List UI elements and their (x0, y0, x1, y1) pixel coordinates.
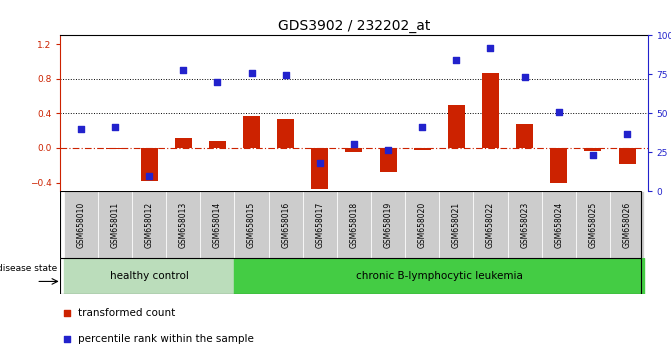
Bar (576, 191, 610, 258)
Bar (610, 191, 644, 258)
Point (349, 142, 360, 147)
Point (485, 45, 496, 50)
Point (382, 147, 393, 153)
Text: GSM658020: GSM658020 (418, 202, 427, 248)
Point (588, 152, 599, 158)
Text: disease state: disease state (0, 264, 58, 273)
Text: GSM658021: GSM658021 (452, 202, 461, 248)
Bar (277, 119, 294, 148)
Text: GSM658023: GSM658023 (520, 202, 529, 248)
Point (212, 79, 223, 85)
Bar (482, 73, 499, 148)
Text: chronic B-lymphocytic leukemia: chronic B-lymphocytic leukemia (356, 271, 523, 281)
Text: GSM658010: GSM658010 (76, 202, 85, 248)
Bar (440, 191, 474, 258)
Text: GSM658018: GSM658018 (350, 202, 358, 248)
Point (315, 161, 325, 166)
Bar (619, 148, 635, 164)
Text: transformed count: transformed count (78, 308, 175, 318)
Bar (209, 141, 226, 148)
Text: GSM658015: GSM658015 (247, 202, 256, 248)
Text: GSM658014: GSM658014 (213, 202, 222, 248)
Bar (64, 258, 234, 294)
Bar (507, 191, 541, 258)
Text: GSM658024: GSM658024 (554, 202, 563, 248)
Bar (541, 191, 576, 258)
Bar (303, 191, 337, 258)
Point (621, 131, 632, 137)
Bar (448, 105, 465, 148)
Bar (243, 116, 260, 148)
Bar (337, 191, 371, 258)
Point (76, 126, 87, 132)
Title: GDS3902 / 232202_at: GDS3902 / 232202_at (278, 19, 430, 33)
Bar (371, 191, 405, 258)
Point (62, 310, 73, 316)
Text: GSM658013: GSM658013 (178, 202, 188, 248)
Bar (141, 148, 158, 181)
Point (280, 72, 291, 78)
Point (62, 336, 73, 342)
Point (109, 124, 120, 130)
Bar (132, 191, 166, 258)
Text: percentile rank within the sample: percentile rank within the sample (78, 334, 254, 344)
Point (144, 173, 154, 178)
Text: GSM658012: GSM658012 (145, 202, 154, 248)
Bar (584, 148, 601, 152)
Text: GSM658025: GSM658025 (588, 202, 597, 248)
Bar (98, 191, 132, 258)
Text: GSM658016: GSM658016 (281, 202, 290, 248)
Text: GSM658026: GSM658026 (623, 202, 631, 248)
Bar (268, 191, 303, 258)
Point (417, 124, 427, 130)
Bar (380, 148, 397, 172)
Bar (550, 148, 567, 183)
Bar (174, 137, 192, 148)
Point (178, 67, 189, 73)
Bar (166, 191, 201, 258)
Text: GSM658022: GSM658022 (486, 202, 495, 248)
Bar (414, 148, 431, 150)
Bar (474, 191, 507, 258)
Bar (107, 148, 123, 149)
Text: GSM658011: GSM658011 (111, 202, 119, 248)
Bar (234, 258, 644, 294)
Bar (64, 191, 98, 258)
Bar (201, 191, 234, 258)
Point (246, 70, 257, 75)
Text: healthy control: healthy control (109, 271, 189, 281)
Bar (405, 191, 440, 258)
Point (451, 57, 462, 62)
Bar (516, 124, 533, 148)
Point (554, 109, 564, 114)
Bar (311, 148, 328, 189)
Text: GSM658019: GSM658019 (384, 202, 393, 248)
Bar (234, 191, 268, 258)
Bar (346, 148, 362, 152)
Point (519, 74, 530, 80)
Text: GSM658017: GSM658017 (315, 202, 324, 248)
